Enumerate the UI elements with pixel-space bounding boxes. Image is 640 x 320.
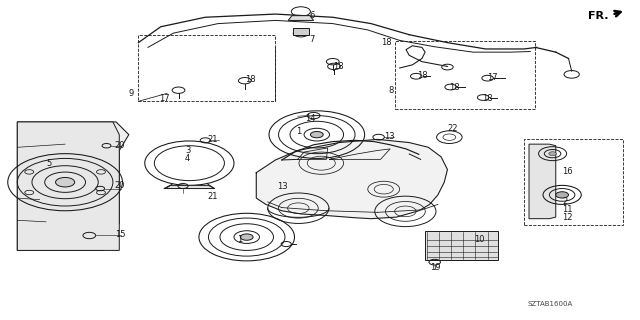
Text: 7: 7 [309, 35, 314, 44]
Text: 18: 18 [245, 75, 255, 84]
Text: 21: 21 [207, 135, 218, 144]
Text: 10: 10 [474, 235, 484, 244]
Text: 19: 19 [429, 263, 440, 272]
Text: 22: 22 [447, 124, 458, 133]
Text: 14: 14 [305, 114, 316, 123]
Text: 12: 12 [562, 212, 573, 222]
Circle shape [56, 178, 75, 187]
Text: 17: 17 [159, 94, 170, 103]
Polygon shape [288, 16, 314, 20]
Text: 20: 20 [115, 141, 125, 150]
Circle shape [241, 234, 253, 240]
Circle shape [556, 192, 568, 198]
Polygon shape [529, 144, 556, 219]
Polygon shape [17, 122, 119, 251]
Polygon shape [164, 185, 215, 188]
Bar [524, 140, 623, 225]
Text: 18: 18 [449, 83, 460, 92]
Text: 4: 4 [185, 154, 190, 163]
Polygon shape [293, 28, 308, 35]
Circle shape [548, 152, 556, 156]
Text: 1: 1 [296, 127, 301, 136]
Text: 16: 16 [562, 167, 573, 176]
Text: 11: 11 [562, 205, 573, 214]
Text: SZTAB1600A: SZTAB1600A [527, 301, 572, 307]
Bar [395, 41, 536, 109]
Text: 5: 5 [46, 159, 51, 168]
Text: 9: 9 [128, 89, 133, 98]
Text: 18: 18 [417, 71, 428, 80]
Text: 17: 17 [488, 73, 498, 82]
Text: 15: 15 [115, 230, 125, 239]
Polygon shape [17, 122, 129, 251]
Text: 18: 18 [483, 94, 493, 103]
Text: 6: 6 [309, 11, 314, 20]
Text: 8: 8 [388, 86, 394, 95]
Text: 13: 13 [384, 132, 394, 141]
Polygon shape [256, 140, 447, 219]
Bar [425, 231, 499, 260]
Text: 2: 2 [562, 197, 568, 206]
Text: 20: 20 [115, 181, 125, 190]
Circle shape [310, 132, 323, 138]
Text: 18: 18 [333, 62, 344, 71]
Text: 1: 1 [237, 235, 243, 244]
Text: 21: 21 [207, 192, 218, 201]
Bar [138, 35, 275, 101]
Text: 3: 3 [185, 146, 190, 155]
Text: 13: 13 [276, 182, 287, 191]
Text: 18: 18 [381, 38, 392, 47]
Text: FR.: FR. [588, 11, 608, 21]
